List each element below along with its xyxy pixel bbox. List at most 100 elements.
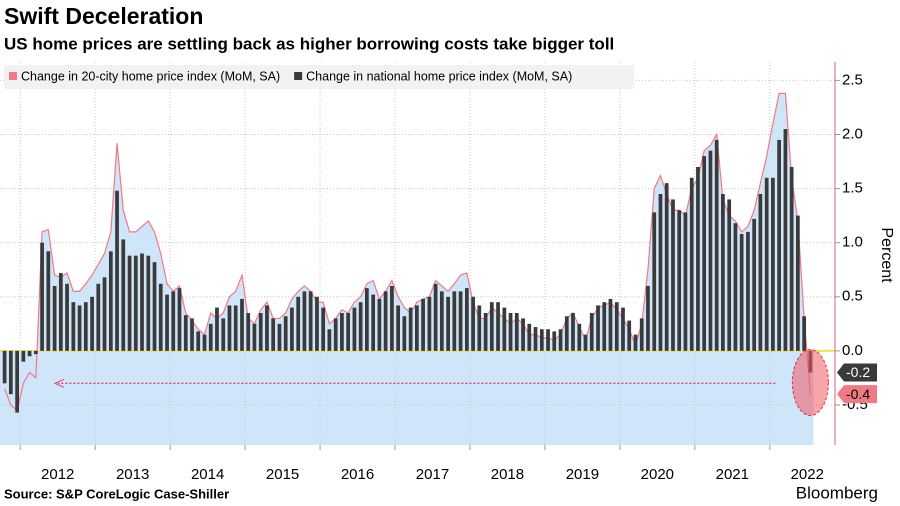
bar (408, 307, 413, 351)
bar (589, 313, 594, 351)
bar (558, 329, 563, 351)
x-tick-label: 2013 (116, 466, 149, 483)
bar (240, 298, 244, 351)
bar (546, 329, 550, 351)
bar (202, 334, 207, 351)
bar (439, 291, 444, 351)
legend-label: Change in national home price index (MoM… (306, 69, 572, 83)
bar (727, 199, 732, 351)
bar (165, 294, 169, 351)
x-tick-label: 2016 (341, 466, 374, 483)
bar (277, 323, 282, 351)
bar (121, 239, 126, 351)
bar (171, 291, 176, 351)
bar (290, 307, 294, 351)
bar (777, 139, 781, 351)
y-tick-label: 2.5 (842, 71, 863, 88)
end-label-box (837, 363, 877, 382)
bar (483, 313, 488, 351)
bar (40, 242, 44, 351)
bar (771, 177, 775, 351)
bar (227, 305, 232, 351)
bar (646, 285, 650, 351)
bar (539, 329, 544, 351)
bar (658, 193, 663, 351)
bar (340, 313, 344, 351)
bar (708, 150, 713, 351)
bar (652, 212, 657, 351)
bar (702, 156, 707, 351)
bar (308, 291, 313, 351)
bar (152, 262, 157, 351)
bar (296, 296, 301, 351)
bar (627, 320, 632, 351)
bar (521, 318, 525, 351)
bar (158, 283, 163, 351)
bar (146, 255, 151, 351)
bar (433, 283, 438, 351)
bar (602, 302, 607, 351)
bar (258, 313, 263, 351)
bar (464, 288, 469, 351)
x-tick-label: 2012 (41, 466, 74, 483)
x-tick-label: 2015 (266, 466, 299, 483)
bar (358, 302, 363, 351)
bar (90, 296, 94, 351)
source: Source: S&P CoreLogic Case-Shiller (4, 486, 229, 501)
bar (208, 323, 213, 351)
bar (246, 313, 251, 351)
bar (102, 277, 107, 351)
bar (271, 318, 276, 351)
x-tick-label: 2019 (566, 466, 599, 483)
bar (177, 288, 182, 351)
bar (696, 166, 700, 351)
bar (58, 272, 63, 351)
bar (96, 283, 101, 351)
brand: Bloomberg (796, 483, 878, 502)
bar (514, 313, 519, 351)
bar (333, 318, 338, 351)
bar (564, 316, 569, 351)
bar (346, 313, 350, 351)
bar (533, 327, 538, 351)
bar (371, 294, 376, 351)
bar (52, 285, 57, 351)
bar (427, 296, 432, 351)
bar (390, 285, 394, 351)
bar (414, 305, 419, 351)
bar (664, 183, 669, 351)
end-label-box (837, 385, 877, 404)
bar (46, 251, 51, 351)
bar (596, 305, 600, 351)
legend-label: Change in 20-city home price index (MoM,… (21, 69, 280, 83)
bar (783, 129, 788, 351)
bar (608, 298, 613, 351)
bar (577, 323, 582, 351)
bar (477, 305, 482, 351)
negative-shade (0, 350, 814, 445)
bar (21, 350, 26, 362)
bar (527, 323, 532, 351)
bar (571, 313, 575, 351)
bar (683, 212, 688, 351)
bar (383, 291, 388, 351)
end-label: -0.4 (846, 386, 870, 402)
bar (639, 318, 644, 351)
highlight-circle (791, 349, 829, 417)
bar (352, 307, 357, 351)
bar (15, 350, 19, 413)
bar (489, 302, 494, 351)
y-tick-label: 0.5 (842, 288, 863, 305)
bar (65, 283, 69, 351)
bar (633, 334, 638, 351)
bar (365, 288, 369, 351)
bar (583, 334, 588, 351)
bar (752, 218, 757, 351)
bar (677, 210, 682, 351)
x-tick-label: 2017 (416, 466, 449, 483)
bar (83, 302, 88, 351)
bar (183, 315, 188, 351)
bar (621, 307, 625, 351)
x-tick-label: 2021 (716, 466, 749, 483)
